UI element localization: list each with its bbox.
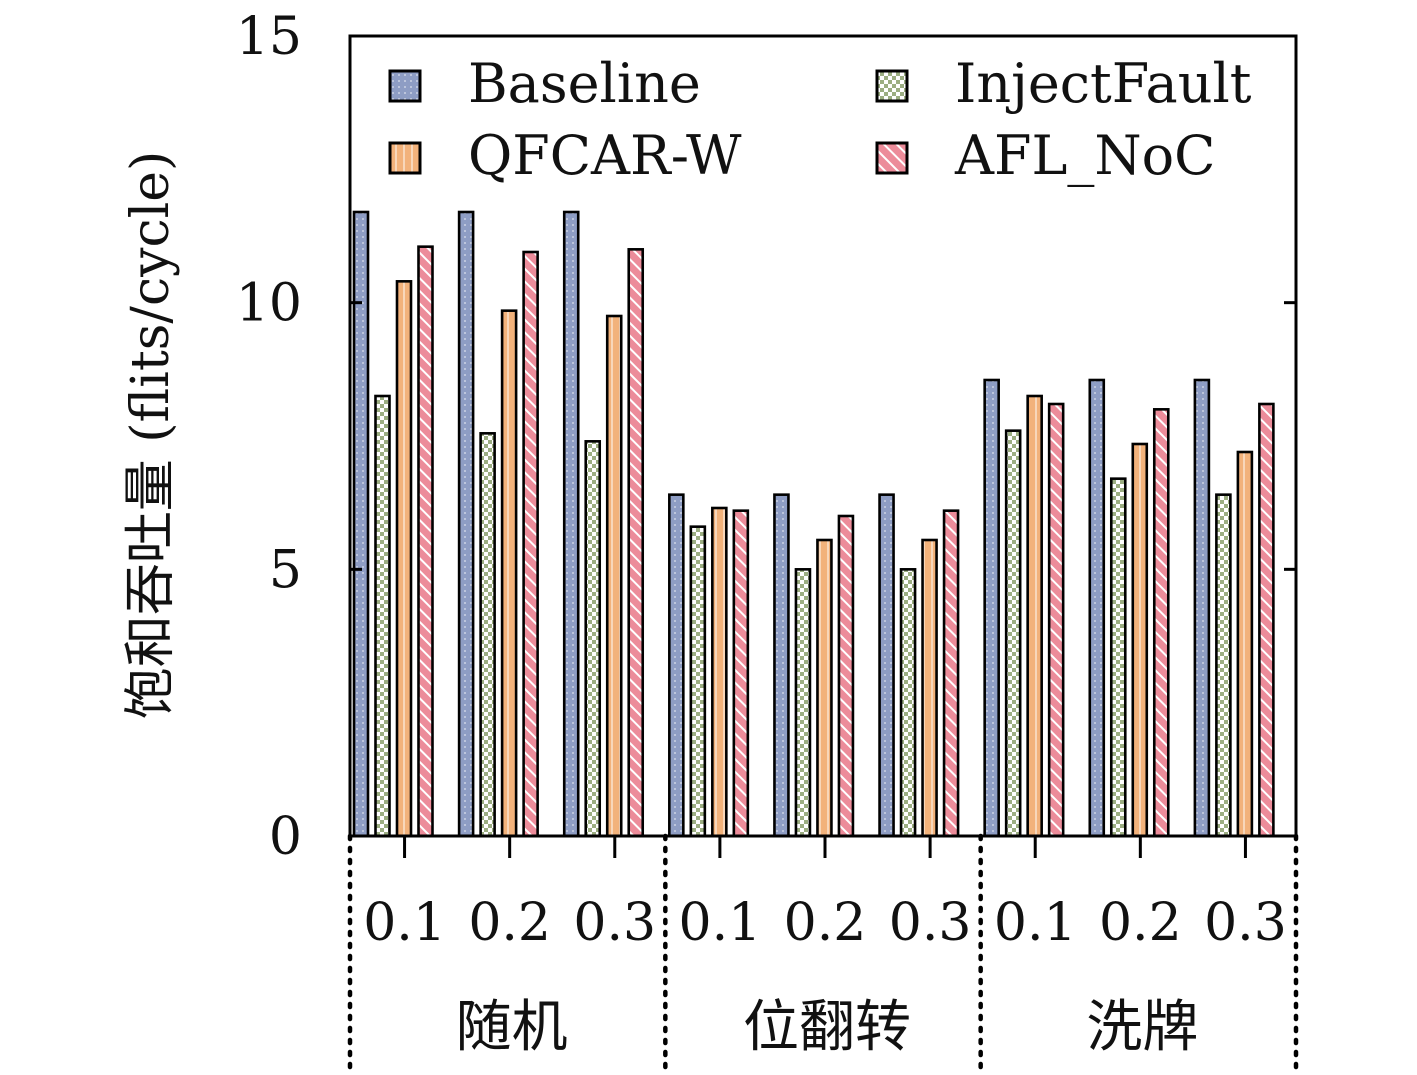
bar-afl-noc: [522, 250, 539, 838]
bar-afl-noc: [1258, 402, 1275, 838]
plot-area: [352, 210, 1275, 838]
x-tick-label: 0.2: [468, 893, 551, 953]
bar-afl-noc: [837, 514, 855, 838]
bar-baseline: [562, 210, 580, 838]
bar-qfcar-w: [1026, 394, 1043, 838]
legend-swatch: [875, 69, 909, 103]
bar-injectfault: [479, 432, 496, 838]
legend-label: QFCAR-W: [468, 124, 742, 187]
legend-label: AFL_NoC: [954, 124, 1215, 187]
x-tick-label: 0.1: [363, 893, 446, 953]
legend-swatch: [875, 141, 909, 175]
legend-swatch: [388, 141, 422, 175]
bar-qfcar-w: [816, 538, 833, 838]
bar-baseline: [878, 493, 895, 838]
bar-afl-noc: [627, 248, 645, 838]
x-tick-label: 0.3: [573, 893, 656, 953]
bar-afl-noc: [942, 509, 960, 838]
bar-injectfault: [794, 568, 812, 838]
bar-baseline: [668, 493, 685, 838]
bar-qfcar-w: [395, 280, 413, 838]
bar-baseline: [1193, 378, 1211, 838]
y-tick-label: 15: [236, 7, 302, 67]
bar-qfcar-w: [500, 309, 518, 838]
y-tick-label: 10: [236, 274, 302, 334]
bar-baseline: [773, 493, 790, 838]
bar-injectfault: [1215, 493, 1232, 838]
bar-injectfault: [689, 525, 707, 838]
bar-qfcar-w: [711, 506, 728, 838]
group-label: 随机: [456, 995, 568, 1060]
bar-afl-noc: [1047, 402, 1065, 838]
group-label: 洗牌: [1086, 995, 1198, 1060]
y-tick-label: 0: [269, 807, 302, 867]
bar-qfcar-w: [1236, 450, 1254, 838]
bar-baseline: [1088, 378, 1106, 838]
x-tick-label: 0.1: [994, 893, 1077, 953]
bar-injectfault: [1004, 429, 1022, 838]
bar-afl-noc: [732, 509, 750, 838]
y-tick-label: 5: [269, 540, 302, 600]
bar-qfcar-w: [921, 538, 938, 838]
x-tick-label: 0.1: [679, 893, 762, 953]
group-label: 位翻转: [743, 995, 911, 1060]
legend-label: InjectFault: [955, 52, 1252, 115]
bar-injectfault: [374, 394, 391, 838]
bar-qfcar-w: [605, 314, 623, 838]
bar-qfcar-w: [1131, 442, 1149, 838]
bar-afl-noc: [1152, 408, 1170, 838]
bar-injectfault: [1109, 477, 1127, 838]
y-axis-label: 饱和吞吐量 (flits/cycle): [121, 151, 181, 720]
bar-injectfault: [899, 568, 917, 838]
x-tick-label: 0.2: [784, 893, 867, 953]
bar-injectfault: [584, 440, 602, 838]
bar-afl-noc: [417, 245, 434, 838]
x-tick-label: 0.2: [1099, 893, 1182, 953]
legend-swatch: [388, 69, 422, 103]
bar-baseline: [457, 210, 475, 838]
x-tick-label: 0.3: [889, 893, 972, 953]
x-tick-label: 0.3: [1204, 893, 1287, 953]
bar-baseline: [352, 210, 370, 838]
plot-frame: [348, 34, 1298, 838]
legend-label: Baseline: [468, 52, 701, 115]
legend: Baseline InjectFault QFCAR-W AFL_NoC: [388, 52, 1252, 187]
bar-baseline: [983, 378, 1000, 838]
